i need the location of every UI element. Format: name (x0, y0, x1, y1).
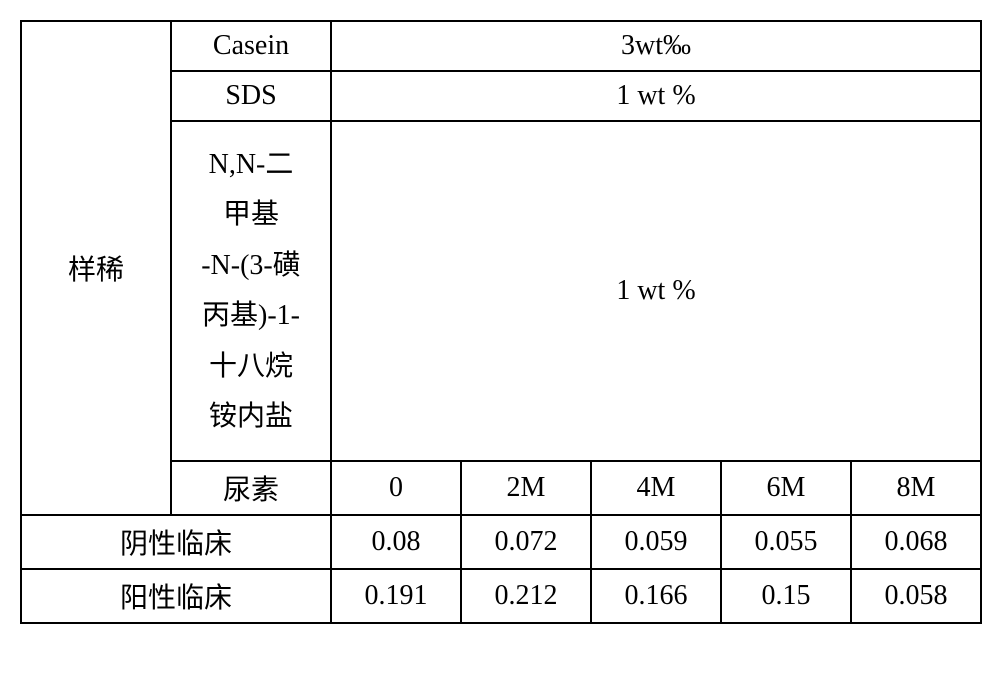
component-label: 尿素 (171, 461, 331, 515)
data-table: 样稀 Casein 3wt‰ SDS 1 wt % N,N-二甲基-N-(3-磺… (20, 20, 982, 624)
urea-level: 0 (331, 461, 461, 515)
result-cell: 0.072 (461, 515, 591, 569)
result-cell: 0.068 (851, 515, 981, 569)
component-label: N,N-二甲基-N-(3-磺丙基)-1-十八烷铵内盐 (171, 121, 331, 461)
urea-level: 8M (851, 461, 981, 515)
result-cell: 0.058 (851, 569, 981, 623)
component-label: SDS (171, 71, 331, 121)
component-label: Casein (171, 21, 331, 71)
table-row: 样稀 Casein 3wt‰ (21, 21, 981, 71)
component-value: 3wt‰ (331, 21, 981, 71)
urea-level: 4M (591, 461, 721, 515)
result-cell: 0.166 (591, 569, 721, 623)
table-row: 阴性临床 0.08 0.072 0.059 0.055 0.068 (21, 515, 981, 569)
component-value: 1 wt % (331, 121, 981, 461)
result-row-label: 阴性临床 (21, 515, 331, 569)
result-cell: 0.212 (461, 569, 591, 623)
result-row-label: 阳性临床 (21, 569, 331, 623)
result-cell: 0.059 (591, 515, 721, 569)
result-cell: 0.08 (331, 515, 461, 569)
result-cell: 0.15 (721, 569, 851, 623)
result-cell: 0.055 (721, 515, 851, 569)
urea-level: 2M (461, 461, 591, 515)
table-row: 阳性临床 0.191 0.212 0.166 0.15 0.058 (21, 569, 981, 623)
row-group-header: 样稀 (21, 21, 171, 515)
component-value: 1 wt % (331, 71, 981, 121)
result-cell: 0.191 (331, 569, 461, 623)
urea-level: 6M (721, 461, 851, 515)
